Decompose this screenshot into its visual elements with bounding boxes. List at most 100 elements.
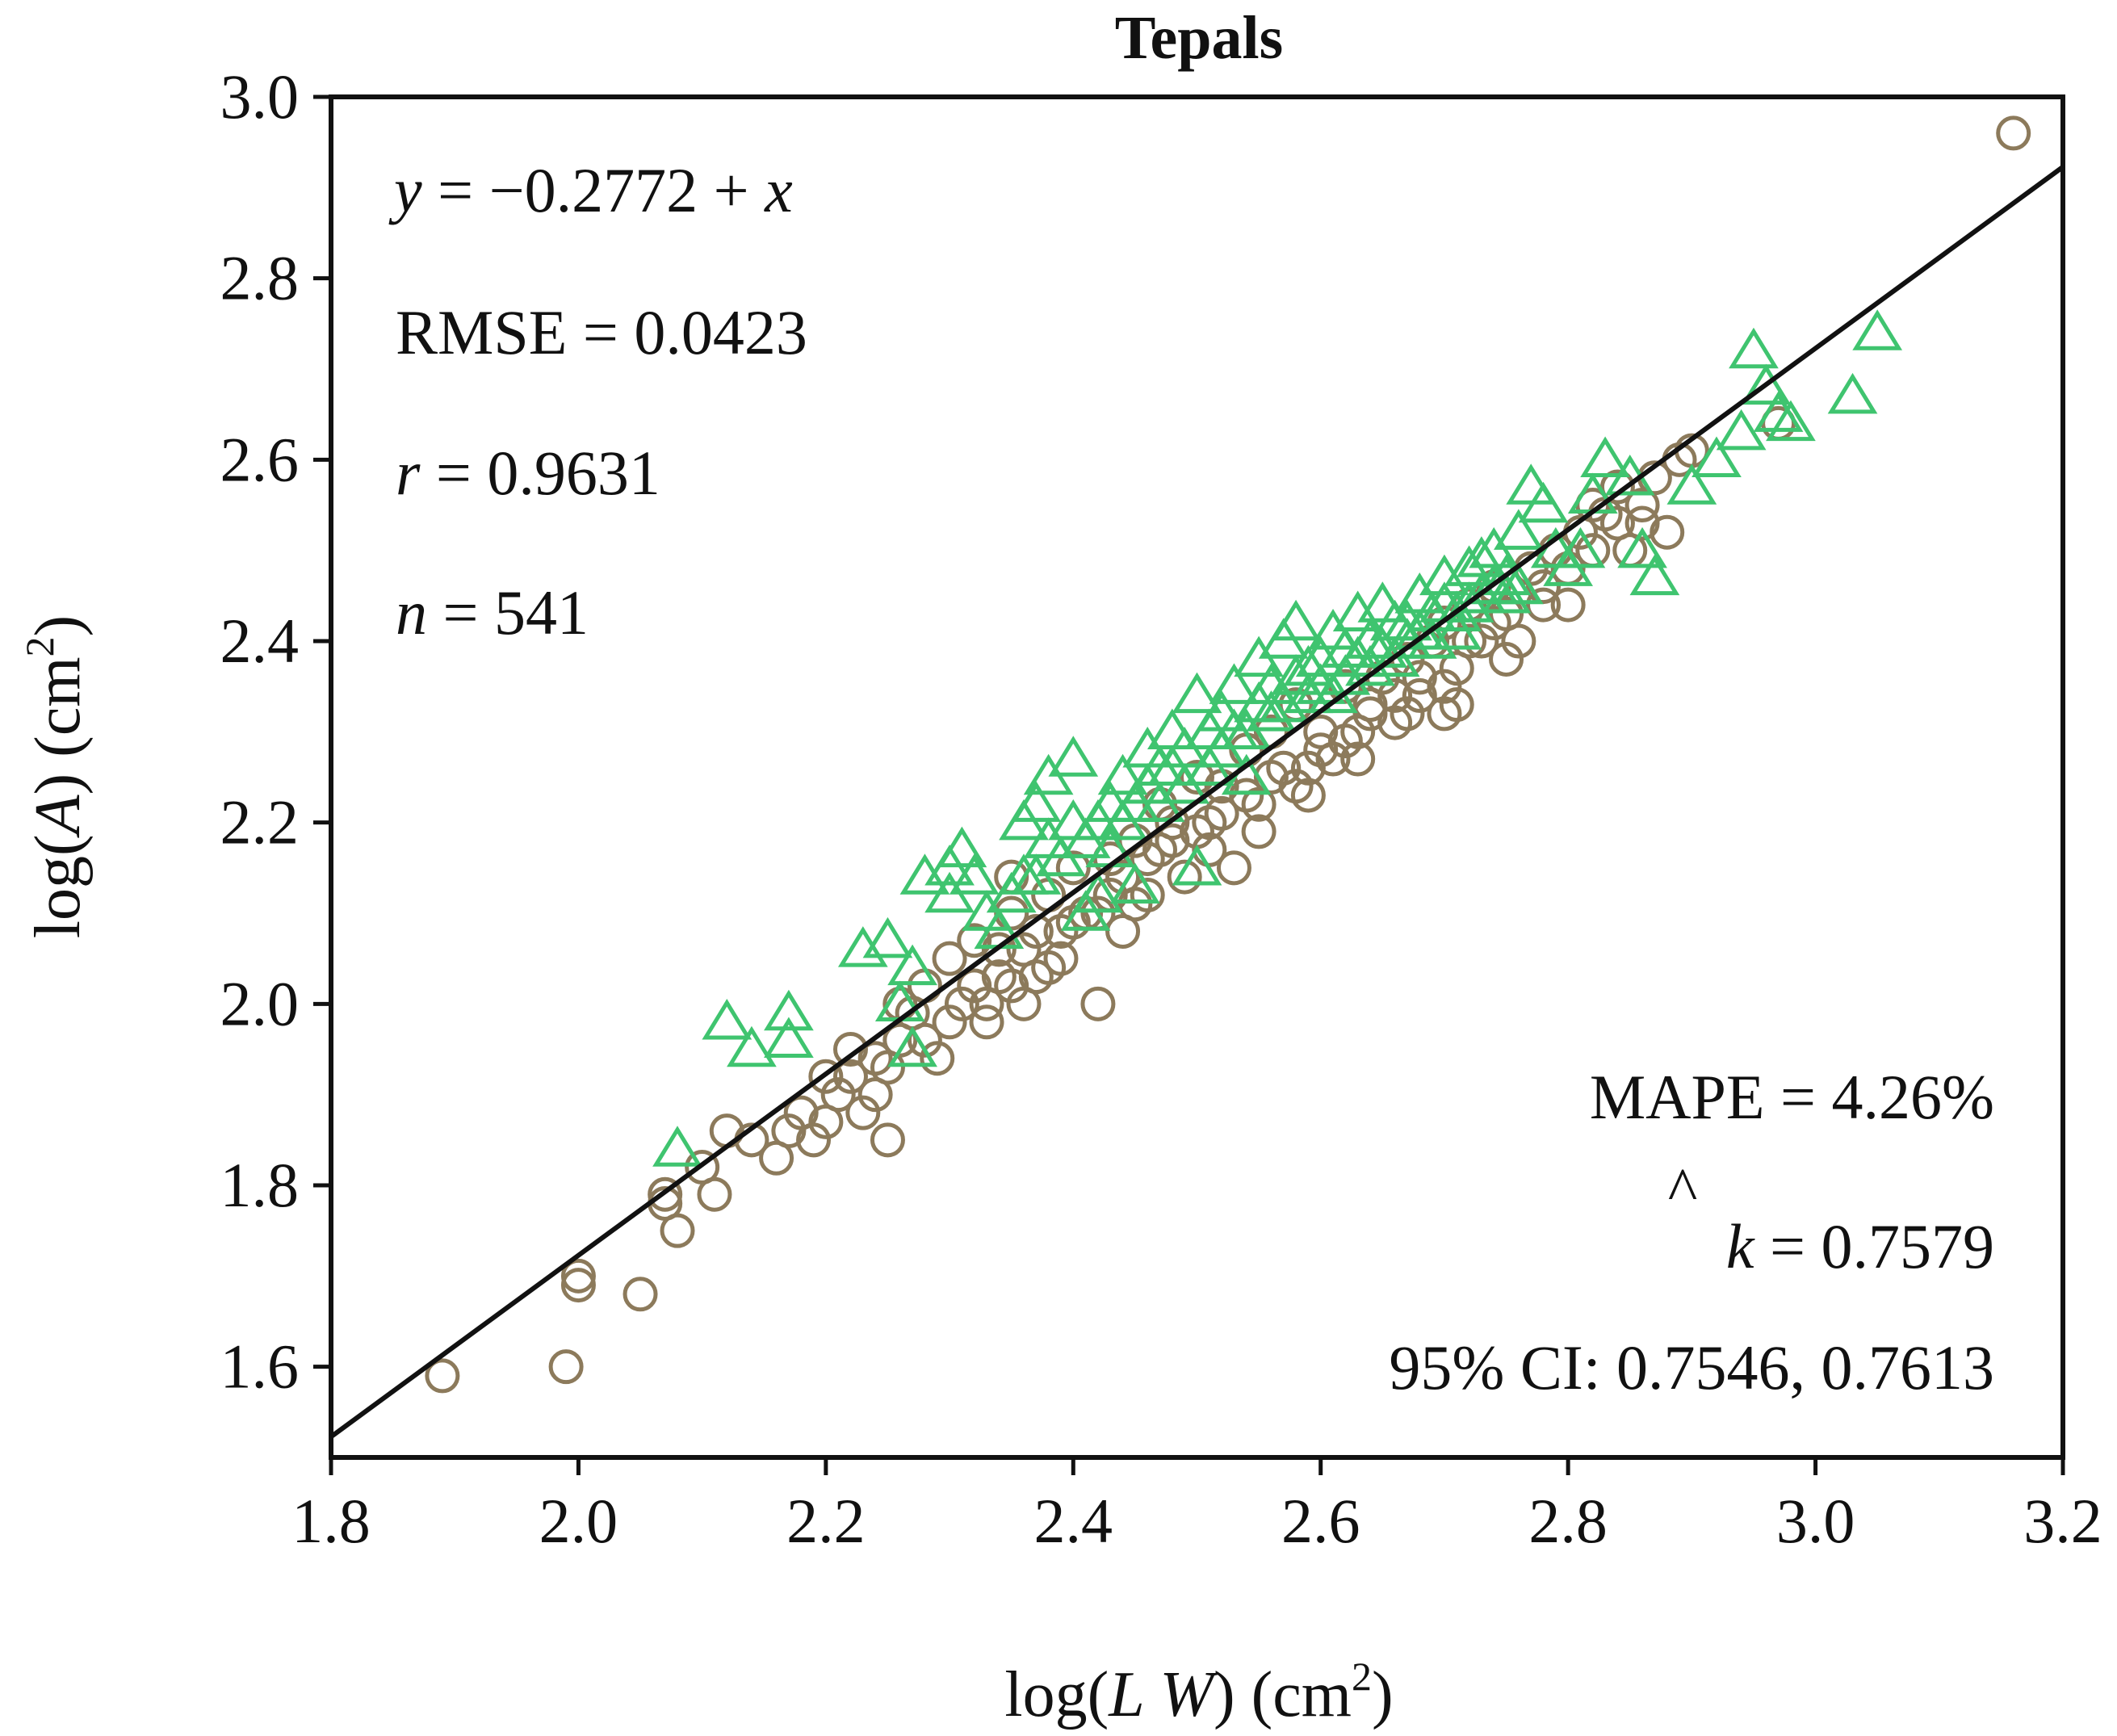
group-2-point [764,989,814,1031]
group-2-point [1716,409,1767,451]
y-tick-label: 1.8 [220,1150,300,1220]
group-1-point [1996,115,2031,151]
x-tick-label: 2.4 [1034,1486,1113,1556]
y-tick-label: 2.2 [220,787,300,858]
group-2-point [1172,845,1222,886]
group-1-point [1340,741,1376,777]
group-1-point [1167,859,1202,895]
n-symbol: n [396,577,427,648]
group-2-point [1692,436,1742,478]
group-2-point [1506,463,1557,505]
group-1-point [1055,850,1091,886]
group-1-point [969,1004,1004,1040]
group-1-point [623,1277,658,1312]
group-2-point [1580,436,1630,478]
group-2-point [1234,681,1284,723]
group-1-point [1526,569,1561,605]
group-1-point [820,1077,856,1113]
group-1-point [1550,587,1586,623]
mape-label: MAPE = 4.26% [1590,1062,1994,1132]
group-1-point [1489,641,1524,677]
group-2-point [1097,753,1148,795]
group-1-point [1624,505,1660,541]
group-1-point [932,1004,967,1040]
group-2-point [1729,327,1779,369]
y-tick-label: 2.6 [220,424,300,494]
chart-title: Tepals [1115,4,1283,72]
r-value: = 0.9631 [420,438,660,508]
group-1-point [1117,887,1153,922]
group-1-point [1142,832,1178,867]
group-1-point [1377,677,1413,713]
group-1-point [1241,786,1276,822]
group-1-point [870,1122,905,1158]
group-1-point [1204,795,1239,831]
y-tick-label: 3.0 [220,61,300,132]
group-1-point [981,932,1017,967]
ci-label: 95% CI: 0.7546, 0.7613 [1389,1332,1994,1403]
group-2-point [862,916,913,958]
x-tick-label: 2.8 [1528,1486,1608,1556]
group-1-point [944,986,979,1021]
group-1-point [1599,505,1635,541]
group-2-point [1741,363,1792,405]
group-1-point [1278,769,1314,804]
group-2-point [1271,599,1321,641]
group-2-point [702,999,752,1040]
data-points [425,115,2031,1394]
fit-equation: y = −0.2772 + x [388,155,793,225]
group-2-point [1159,727,1210,768]
group-2-point [1432,608,1482,650]
group-1-point [648,1176,683,1212]
y-tick-label: 2.4 [220,606,300,676]
group-1-point [1650,514,1685,550]
group-2-point [1048,736,1099,777]
r-label: r = 0.9631 [396,438,660,508]
x-tick-label: 3.2 [2023,1486,2102,1556]
group-1-point [796,1122,832,1158]
y-tick-label: 1.6 [220,1331,300,1402]
group-2-point [1258,681,1309,723]
group-2-point [1110,862,1160,904]
x-axis-title: log(L W) (cm2) [1004,1654,1393,1730]
group-1-point [1216,850,1251,886]
x-tick-label: 2.2 [786,1486,866,1556]
group-1-point [808,1059,844,1094]
group-2-point [1481,572,1532,614]
group-2-point [1493,563,1544,605]
group-1-point [1180,760,1214,795]
fit-line [329,165,2065,1439]
group-1-point [1018,959,1054,995]
group-2-point [1011,781,1062,822]
group-1-point [1489,596,1524,631]
group-1-point [833,1032,868,1067]
group-2-point [949,853,1000,895]
equation-y: y [388,155,422,225]
y-tick-label: 2.8 [220,243,300,313]
group-1-point [957,968,992,1004]
group-2-point [1134,781,1185,822]
group-1-point [697,1176,732,1212]
group-2-point [887,1025,937,1067]
group-1-point [1526,587,1561,623]
group-2-point [1493,509,1544,550]
group-1-point [548,1349,584,1385]
group-2-point [652,1126,702,1167]
k-value: = 0.7579 [1754,1211,1995,1281]
group-1-point [969,986,1004,1021]
group-1-point [771,1113,807,1149]
x-tick-label: 3.0 [1776,1486,1855,1556]
group-2-point [1060,817,1111,858]
y-tick-label: 2.0 [220,968,300,1038]
group-2-point [1147,708,1197,750]
group-1-point [994,968,1029,1004]
group-1-point [1043,913,1079,949]
group-1-point [1080,986,1116,1021]
axis-ticks: 1.8 2.0 2.2 2.4 2.6 2.8 3.0 3.2 1.6 1.8 2.0 2.2 2.4 2… [220,61,2102,1556]
group-2-point [1209,708,1260,750]
y-axis-title: log(A) (cm2) [17,615,94,938]
group-1-point [1303,732,1339,768]
group-1-point [1352,696,1388,732]
group-2-point [1011,853,1062,895]
